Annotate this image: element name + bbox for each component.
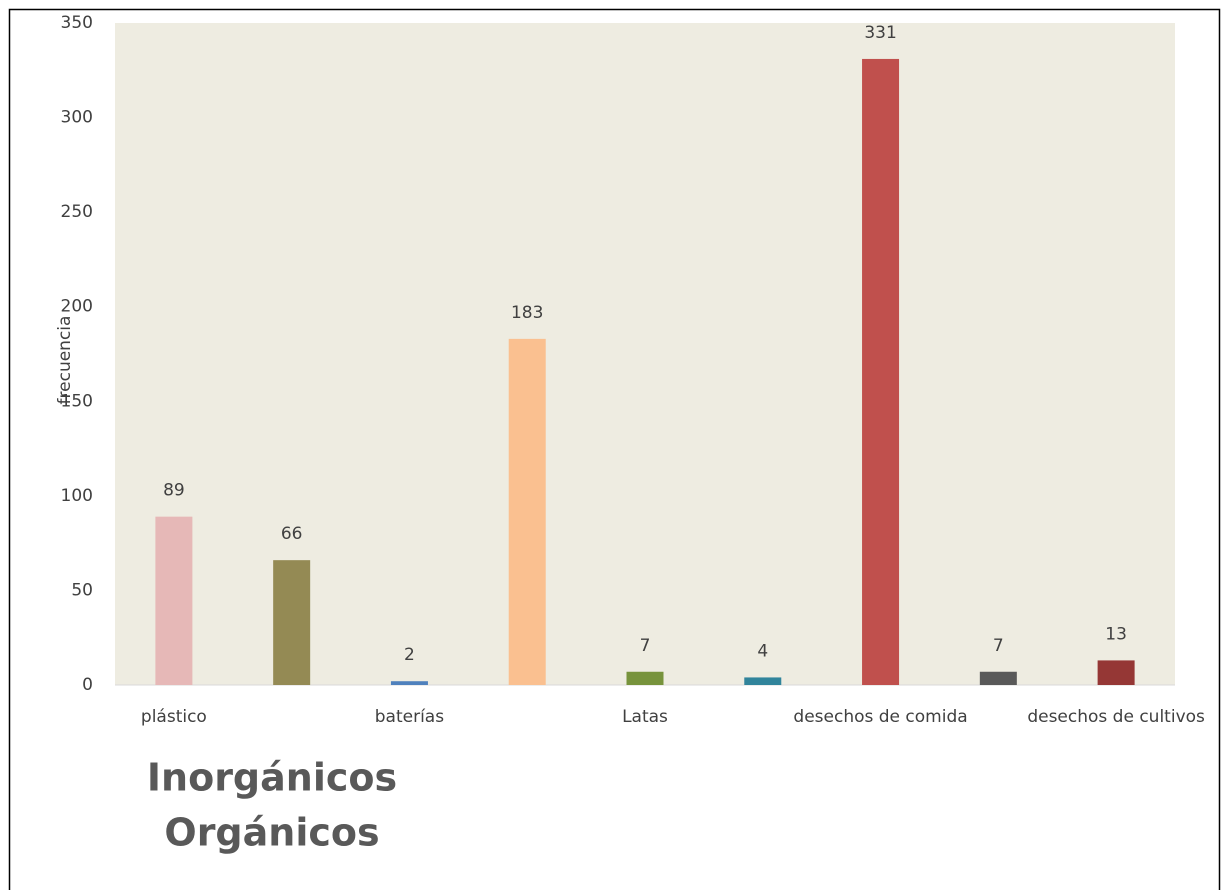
bar — [273, 560, 311, 685]
data-label: 13 — [1105, 624, 1127, 644]
y-tick-label: 350 — [61, 13, 93, 33]
x-tick-label: desechos de cultivos — [1027, 707, 1205, 727]
y-tick-label: 150 — [61, 391, 93, 411]
y-axis-label: frecuencia — [55, 316, 75, 405]
x-tick-label: Latas — [622, 707, 668, 727]
x-tick-label: baterías — [375, 707, 444, 727]
data-label: 2 — [404, 645, 415, 665]
bar — [626, 671, 664, 685]
y-tick-label: 100 — [61, 486, 93, 506]
data-label: 66 — [281, 524, 303, 544]
data-label: 7 — [993, 636, 1004, 656]
frame — [8, 8, 1221, 890]
bar — [155, 516, 193, 685]
bar — [744, 677, 782, 685]
y-tick-label: 50 — [71, 580, 93, 600]
annotation: Orgánicos — [164, 811, 379, 855]
x-tick-label: desechos de comida — [793, 707, 967, 727]
bar — [508, 338, 546, 685]
y-tick-label: 200 — [61, 297, 93, 317]
x-tick-label: plástico — [141, 707, 207, 727]
data-label: 89 — [163, 481, 185, 501]
data-label: 7 — [640, 636, 651, 656]
bar — [1097, 660, 1135, 685]
bar — [979, 671, 1017, 685]
bar — [390, 681, 428, 685]
y-tick-label: 300 — [61, 108, 93, 128]
bar — [862, 58, 900, 686]
y-tick-label: 250 — [61, 202, 93, 222]
data-label: 4 — [757, 641, 768, 661]
annotation: Inorgánicos — [147, 756, 397, 800]
data-label: 183 — [511, 303, 543, 323]
data-label: 331 — [864, 23, 896, 43]
y-tick-label: 0 — [82, 675, 93, 695]
